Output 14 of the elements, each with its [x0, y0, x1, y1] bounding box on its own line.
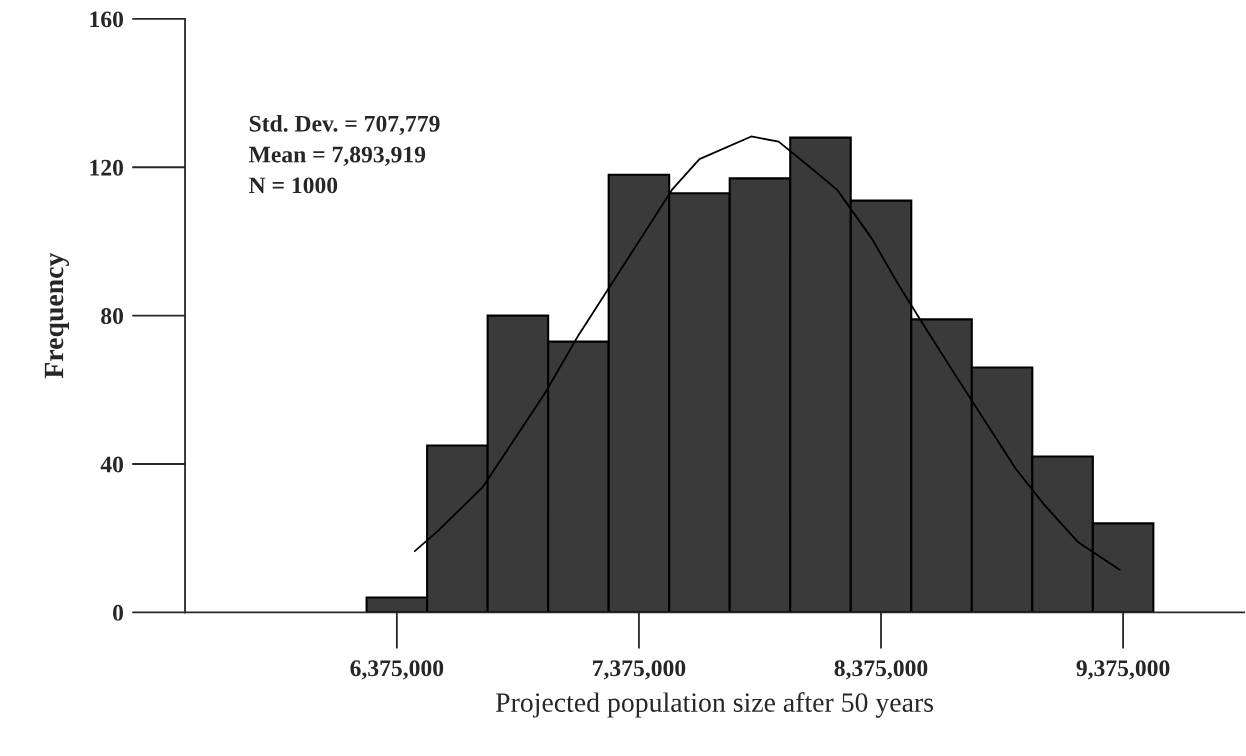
- annotation: Std. Dev. = 707,779: [249, 115, 440, 136]
- y-tick-label: 160: [90, 11, 124, 28]
- x-tick-label: 6,375,000: [350, 660, 444, 680]
- y-tick-label: 120: [90, 159, 124, 176]
- x-tick-label: 9,375,000: [1076, 660, 1170, 680]
- annotation: N = 1000: [249, 177, 338, 194]
- y-axis-title: Frequency: [44, 252, 70, 379]
- y-tick-label: 0: [113, 604, 124, 621]
- annotation: Mean = 7,893,919: [248, 146, 426, 166]
- x-tick-label: 7,375,000: [593, 660, 686, 680]
- y-tick-label: 40: [100, 456, 124, 473]
- x-axis-title: Projected population size after 50 years: [495, 692, 934, 718]
- x-tick-label: 8,375,000: [834, 660, 928, 680]
- y-tick-label: 80: [101, 308, 124, 325]
